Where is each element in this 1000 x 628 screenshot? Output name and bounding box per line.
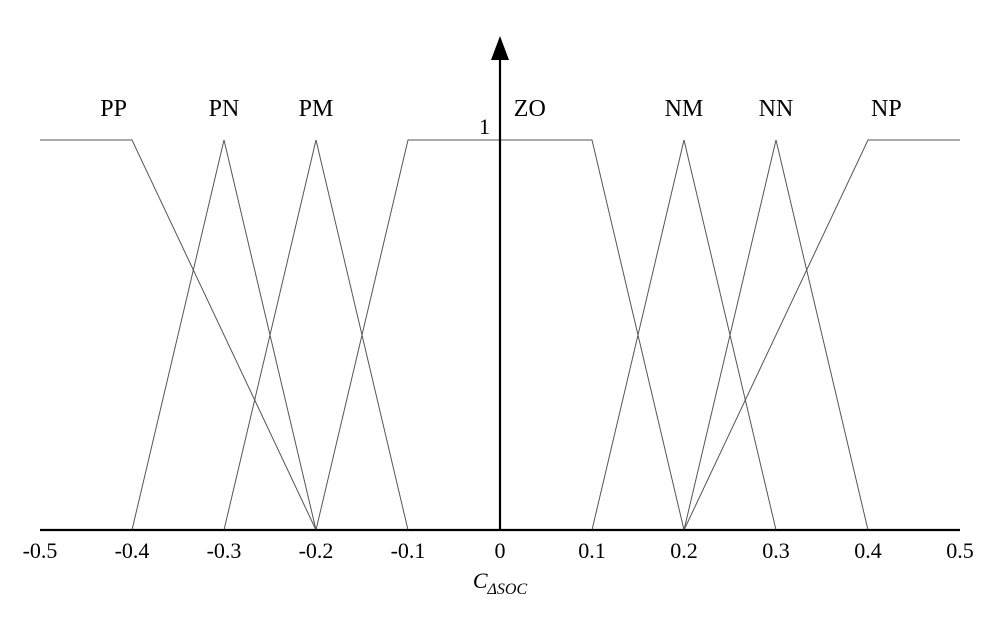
xtick-m0p4: -0.4 bbox=[115, 538, 150, 563]
label-zo: ZO bbox=[514, 96, 546, 122]
xtick-0p4: 0.4 bbox=[854, 538, 882, 563]
xtick-m0p3: -0.3 bbox=[207, 538, 242, 563]
x-axis-label: CΔSOC bbox=[473, 568, 528, 598]
membership-chart: 1 PP PN PM ZO NM NN NP -0.5 -0.4 -0.3 -0.2 -0.1 0 0.1 0… bbox=[0, 0, 1000, 628]
label-pn: PN bbox=[209, 96, 240, 122]
label-pm: PM bbox=[299, 96, 334, 122]
xtick-0p2: 0.2 bbox=[670, 538, 698, 563]
mf-pm bbox=[224, 140, 408, 530]
label-nn: NN bbox=[759, 96, 794, 122]
xtick-0p3: 0.3 bbox=[762, 538, 790, 563]
xtick-0: 0 bbox=[495, 538, 506, 563]
xtick-m0p2: -0.2 bbox=[299, 538, 334, 563]
label-pp: PP bbox=[100, 96, 127, 122]
xtick-m0p1: -0.1 bbox=[391, 538, 426, 563]
y-axis-arrow bbox=[491, 36, 509, 60]
xtick-0p1: 0.1 bbox=[578, 538, 606, 563]
xtick-0p5: 0.5 bbox=[946, 538, 974, 563]
label-np: NP bbox=[871, 96, 902, 122]
label-nm: NM bbox=[665, 96, 704, 122]
xtick-m0p5: -0.5 bbox=[23, 538, 58, 563]
mf-nm bbox=[592, 140, 776, 530]
one-label: 1 bbox=[479, 114, 490, 139]
